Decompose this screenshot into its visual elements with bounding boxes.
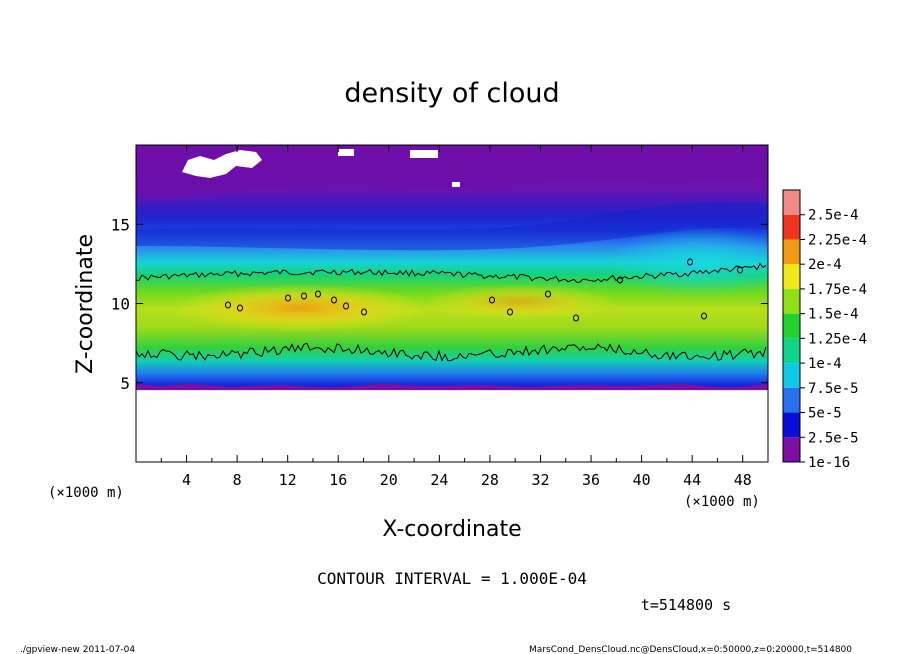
- chart-title: density of cloud: [344, 78, 559, 109]
- contour-pocket: [237, 304, 243, 312]
- colorbar-segment: [783, 190, 800, 215]
- colorbar-segment: [783, 214, 800, 240]
- colorbar-label: 1.25e-4: [808, 331, 867, 347]
- colorbar-label: 1.5e-4: [808, 307, 859, 323]
- x-tick-label: 40: [633, 471, 651, 489]
- contour-pocket: [737, 266, 743, 274]
- contour-pocket: [573, 314, 579, 322]
- colorbar-segment: [783, 363, 800, 388]
- contour-pocket: [285, 294, 291, 302]
- x-tick-label: 44: [683, 471, 701, 489]
- blue-layer: [136, 202, 768, 251]
- colorbar-segment: [783, 239, 800, 265]
- colorbar-frame: [782, 189, 801, 463]
- colorbar-label: 1.75e-4: [808, 282, 867, 298]
- x-tick-label: 12: [279, 471, 297, 489]
- contour-pocket: [507, 308, 513, 316]
- contour-pocket: [331, 296, 337, 304]
- x-unit-right: (×1000 m): [684, 494, 760, 510]
- contour-pocket: [315, 290, 321, 298]
- x-tick-label: 36: [582, 471, 600, 489]
- y-axis-label: Z-coordinate: [73, 234, 98, 374]
- colorbar-label: 5e-5: [808, 406, 842, 422]
- x-tick-label: 32: [531, 471, 549, 489]
- footer-right: MarsCond_DensCloud.nc@DensCloud,x=0:5000…: [529, 645, 852, 654]
- empty-gap: [452, 182, 460, 187]
- time-label: t=514800 s: [641, 596, 731, 614]
- x-tick-label: 16: [329, 471, 347, 489]
- colorbar-segment: [783, 437, 800, 462]
- x-tick-label: 8: [233, 471, 242, 489]
- contour-pocket: [301, 292, 307, 300]
- y-axis: 5 10 15: [111, 215, 768, 393]
- contour-pocket: [225, 301, 231, 309]
- empty-gap: [410, 150, 438, 158]
- empty-gap: [182, 150, 262, 178]
- warm-core-center: [420, 284, 620, 320]
- y-tick-label: 10: [111, 295, 130, 314]
- x-unit-left: (×1000 m): [48, 485, 124, 501]
- upper-layer: [136, 145, 768, 200]
- contour-lower: [136, 342, 767, 362]
- x-axis-label: X-coordinate: [382, 517, 521, 542]
- colorbar-segment: [783, 264, 800, 289]
- contour-interval-label: CONTOUR INTERVAL = 1.000E-04: [317, 569, 587, 588]
- colorbar-segment: [783, 313, 800, 339]
- colorbar-label: 2e-4: [808, 257, 842, 273]
- contour-pocket: [343, 302, 349, 310]
- y-tick-label: 5: [120, 374, 130, 393]
- contour-upper: [136, 262, 767, 284]
- colorbar-label: 2.5e-5: [808, 430, 859, 446]
- colorbar-label: 1e-16: [808, 455, 850, 471]
- x-tick-label: 28: [481, 471, 499, 489]
- colorbar-label: 2.5e-4: [808, 208, 859, 224]
- contour-pocket: [701, 312, 707, 320]
- contour-pocket: [545, 290, 551, 298]
- x-tick-label: 48: [734, 471, 752, 489]
- colorbar-segment: [783, 338, 800, 364]
- colorbar-label: 7.5e-5: [808, 381, 859, 397]
- heatmap-field: [136, 145, 768, 462]
- lower-edge: [136, 384, 768, 390]
- colorbar: 1e-16 2.5e-5 5e-5 7.5e-5 1e-4 1.25e-4 1.5e-4 1.…: [782, 189, 867, 471]
- x-axis: 4 8 12 16 20 24 28 32 36 40 44 48: [160, 145, 752, 489]
- empty-gap: [338, 149, 354, 156]
- colorbar-label: 1e-4: [808, 356, 842, 372]
- warm-core-left: [170, 284, 430, 332]
- contour-pocket: [617, 276, 623, 284]
- colorbar-segment: [783, 288, 800, 314]
- colorbar-label: 2.25e-4: [808, 232, 867, 248]
- colorbar-segment: [783, 412, 800, 438]
- footer-left: ./gpview-new 2011-07-04: [20, 645, 135, 654]
- contour-pocket: [361, 308, 367, 316]
- y-tick-label: 15: [111, 215, 130, 234]
- colorbar-segment: [783, 387, 800, 413]
- x-tick-label: 24: [430, 471, 448, 489]
- contour-pocket: [687, 258, 693, 266]
- contour-pocket: [489, 296, 495, 304]
- contour-lines: [136, 258, 767, 362]
- x-tick-label: 20: [380, 471, 398, 489]
- cyan-region: [610, 226, 768, 298]
- x-tick-label: 4: [182, 471, 191, 489]
